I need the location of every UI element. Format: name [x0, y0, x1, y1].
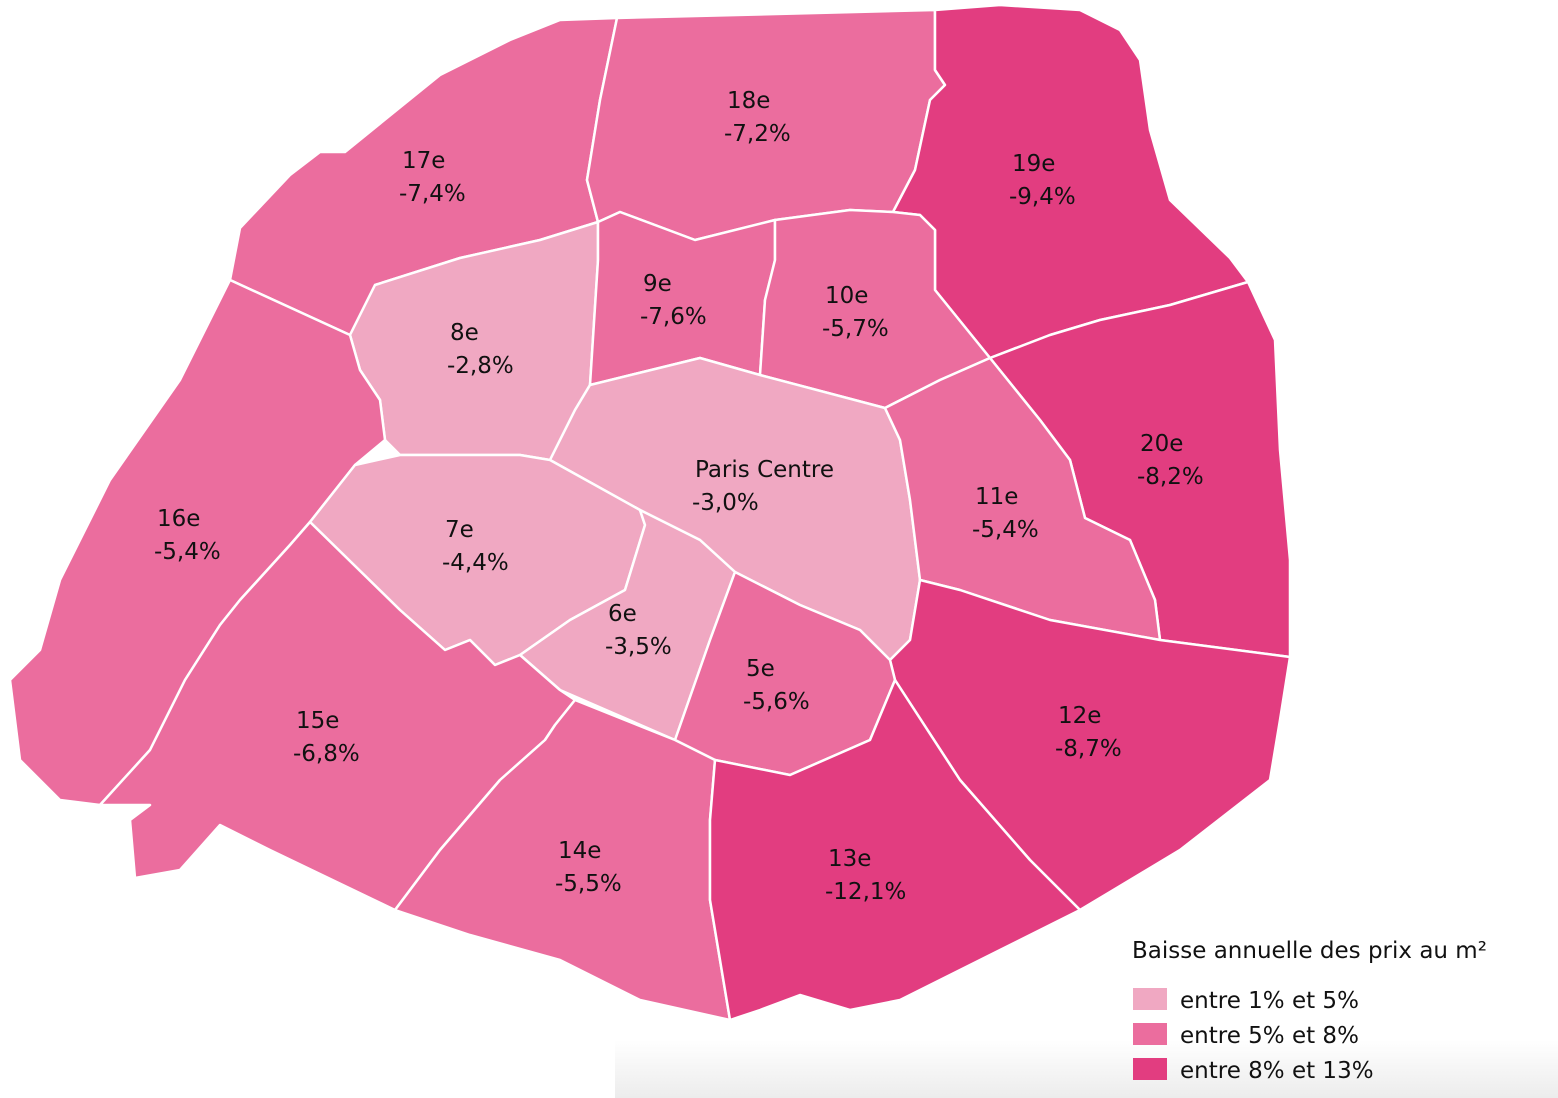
district-value: -5,7% [822, 316, 889, 342]
district-value: -3,0% [692, 490, 759, 516]
district-value: -5,4% [154, 539, 221, 565]
district-name: 10e [825, 283, 868, 309]
district-value: -6,8% [293, 741, 360, 767]
district [588, 210, 777, 387]
district-value: -12,1% [825, 879, 906, 905]
district [708, 678, 1082, 1022]
legend-swatch [1133, 1023, 1167, 1045]
district-value: -7,2% [724, 121, 791, 147]
district-name: 15e [296, 708, 339, 734]
district-value: -7,4% [399, 181, 466, 207]
district-name: 17e [402, 148, 445, 174]
legend-label: entre 1% et 5% [1180, 988, 1359, 1014]
district-name: 19e [1012, 151, 1055, 177]
district-name: 5e [746, 656, 775, 682]
shadow [615, 1040, 1558, 1098]
district-value: -5,6% [743, 689, 810, 715]
legend-swatch [1133, 1058, 1167, 1080]
district-value: -5,4% [972, 517, 1039, 543]
district [883, 356, 1162, 642]
legend-label: entre 8% et 13% [1180, 1058, 1374, 1084]
district-name: 13e [828, 846, 871, 872]
district-name: 8e [450, 320, 479, 346]
district-value: -9,4% [1009, 184, 1076, 210]
district-value: -8,7% [1055, 736, 1122, 762]
legend-title: Baisse annuelle des prix au m² [1132, 938, 1487, 964]
district-value: -8,2% [1137, 464, 1204, 490]
district-value: -2,8% [447, 353, 514, 379]
district-value: -4,4% [442, 550, 509, 576]
legend-label: entre 5% et 8% [1180, 1023, 1359, 1049]
district-name: 14e [558, 838, 601, 864]
district [98, 520, 577, 912]
legend-swatch [1133, 988, 1167, 1010]
district-name: 12e [1058, 703, 1101, 729]
district-value: -3,5% [605, 634, 672, 660]
district-name: 9e [643, 271, 672, 297]
district-name: 18e [727, 88, 770, 114]
district-name: 20e [1140, 431, 1183, 457]
district-name: 16e [157, 506, 200, 532]
district-value: -5,5% [555, 871, 622, 897]
district-name: 11e [975, 484, 1018, 510]
district-name: 7e [445, 517, 474, 543]
district-name: 6e [608, 601, 637, 627]
district-name: Paris Centre [695, 457, 834, 483]
district-value: -7,6% [640, 304, 707, 330]
